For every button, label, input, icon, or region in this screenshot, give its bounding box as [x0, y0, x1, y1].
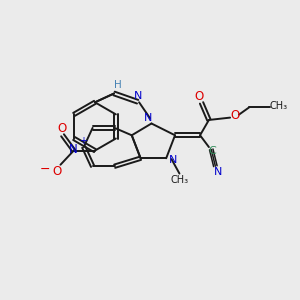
Text: −: −: [40, 163, 50, 176]
Text: N: N: [134, 92, 142, 101]
Text: +: +: [79, 136, 87, 146]
Text: CH₃: CH₃: [171, 175, 189, 185]
Text: N: N: [214, 167, 223, 177]
Text: N: N: [169, 155, 177, 165]
Text: N: N: [144, 113, 152, 124]
Text: C: C: [208, 146, 216, 156]
Text: O: O: [52, 165, 62, 178]
Text: O: O: [231, 109, 240, 122]
Text: O: O: [194, 91, 203, 103]
Text: N: N: [69, 142, 78, 156]
Text: O: O: [57, 122, 67, 135]
Text: CH₃: CH₃: [270, 101, 288, 111]
Text: H: H: [114, 80, 122, 90]
